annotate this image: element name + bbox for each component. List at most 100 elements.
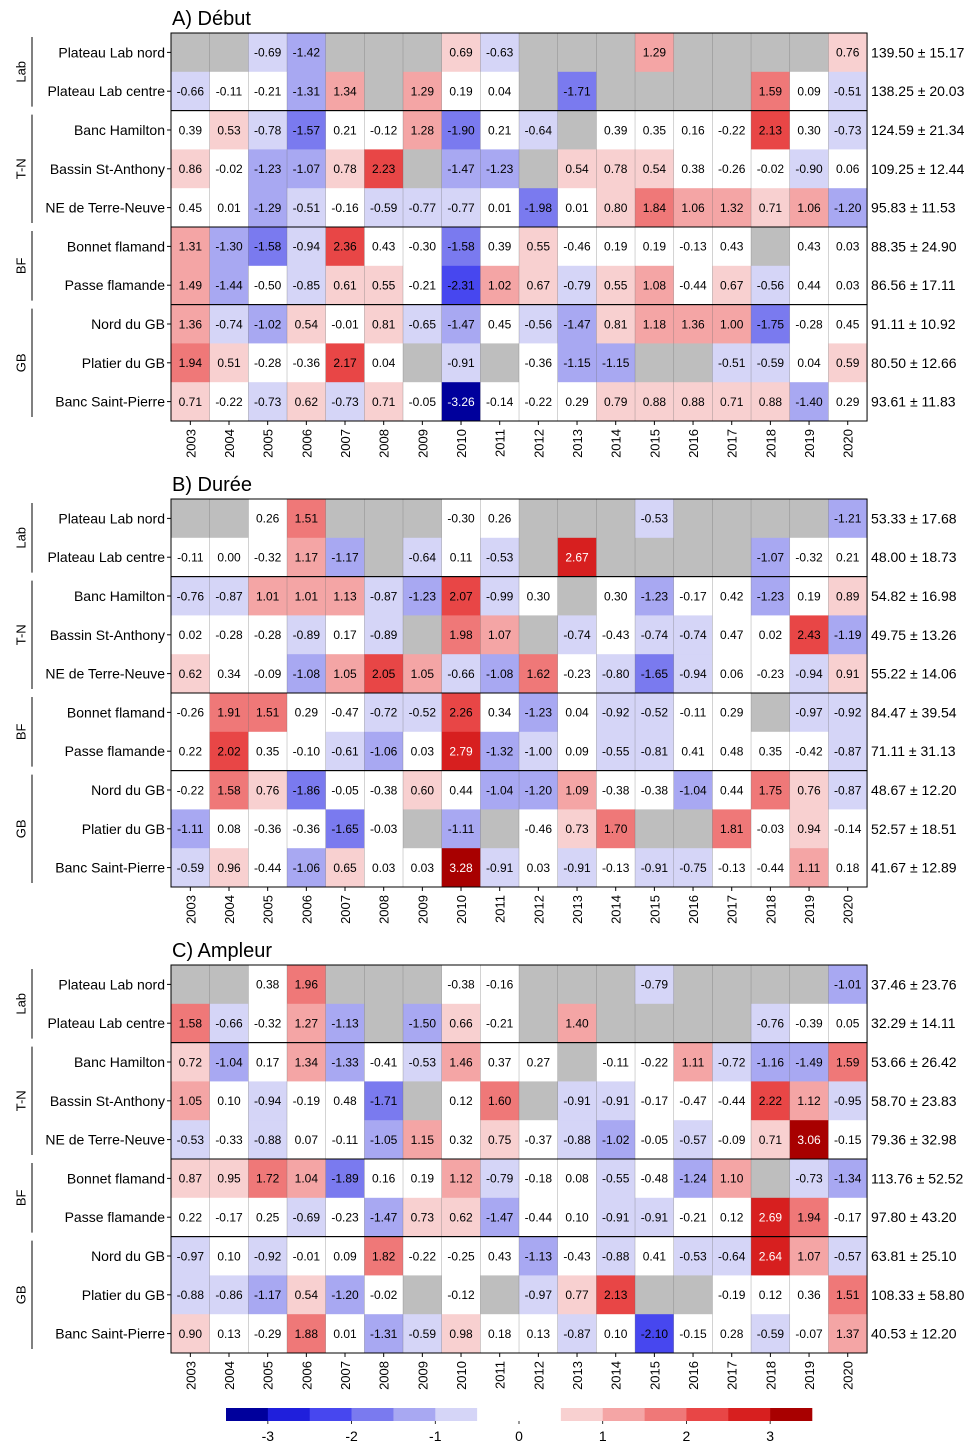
cell-value: 0.18 bbox=[836, 861, 860, 875]
heatmap-cell bbox=[209, 1275, 249, 1315]
heatmap-cell bbox=[171, 343, 210, 383]
heatmap-cell bbox=[635, 576, 675, 616]
heatmap-cell bbox=[325, 499, 365, 539]
heatmap-cell bbox=[364, 499, 404, 539]
cell-value: -1.98 bbox=[525, 201, 553, 215]
heatmap-cell bbox=[325, 188, 365, 228]
heatmap-cell bbox=[325, 576, 365, 616]
cell-value: 0.55 bbox=[372, 279, 396, 293]
heatmap-cell bbox=[673, 188, 713, 228]
year-label: 2012 bbox=[531, 429, 546, 458]
heatmap-cell bbox=[403, 343, 442, 383]
heatmap-cell bbox=[209, 809, 249, 849]
heatmap-cell bbox=[287, 227, 326, 267]
heatmap-cell bbox=[596, 304, 636, 344]
cell-value: 1.01 bbox=[295, 589, 319, 603]
heatmap-cell bbox=[751, 343, 791, 383]
heatmap-cell bbox=[519, 809, 558, 849]
cell-value: -0.11 bbox=[177, 551, 204, 565]
heatmap-cell bbox=[673, 809, 713, 849]
heatmap-cell bbox=[364, 693, 404, 733]
heatmap-cell bbox=[751, 654, 791, 694]
heatmap-cell bbox=[828, 1120, 868, 1160]
cell-value: 0.01 bbox=[488, 201, 512, 215]
cell-value: -0.22 bbox=[409, 1249, 437, 1263]
heatmap-cell bbox=[596, 1003, 636, 1043]
cell-value: -0.73 bbox=[795, 1172, 823, 1186]
legend-swatch bbox=[435, 1408, 478, 1421]
heatmap-cell bbox=[712, 1236, 752, 1276]
heatmap-cell bbox=[441, 1236, 481, 1276]
cell-value: 2.67 bbox=[565, 551, 589, 565]
heatmap-cell bbox=[673, 848, 713, 888]
cell-value: -0.59 bbox=[757, 356, 785, 370]
heatmap-cell bbox=[519, 1042, 558, 1082]
heatmap-cell bbox=[789, 227, 829, 267]
heatmap-cell bbox=[480, 382, 520, 422]
row-label: Nord du GB bbox=[91, 1248, 165, 1264]
heatmap-cell bbox=[789, 1120, 829, 1160]
cell-value: -1.17 bbox=[331, 551, 359, 565]
legend-swatch bbox=[560, 1408, 604, 1421]
row-label: NE de Terre-Neuve bbox=[45, 1132, 165, 1148]
heatmap-cell bbox=[519, 965, 558, 1005]
cell-value: -0.14 bbox=[834, 822, 862, 836]
cell-value: -0.25 bbox=[447, 1249, 475, 1263]
year-label: 2012 bbox=[531, 895, 546, 924]
heatmap-cell bbox=[519, 1120, 558, 1160]
row-label: Banc Saint-Pierre bbox=[55, 394, 165, 410]
cell-value: 0.43 bbox=[797, 240, 821, 254]
cell-value: -0.52 bbox=[409, 706, 437, 720]
heatmap-cell bbox=[557, 149, 597, 189]
cell-value: 1.59 bbox=[759, 85, 783, 99]
heatmap-cell bbox=[209, 1042, 249, 1082]
cell-value: 1.11 bbox=[798, 861, 821, 875]
heatmap-cell bbox=[325, 382, 365, 422]
heatmap-cell bbox=[287, 1081, 326, 1121]
heatmap-cell bbox=[751, 576, 791, 616]
heatmap-cell bbox=[712, 382, 752, 422]
heatmap-cell bbox=[480, 654, 520, 694]
cell-value: 1.94 bbox=[797, 1211, 821, 1225]
heatmap-cell bbox=[325, 265, 365, 305]
heatmap-cell bbox=[287, 1314, 326, 1354]
heatmap-cell bbox=[519, 848, 558, 888]
heatmap-cell bbox=[209, 1159, 249, 1199]
year-label: 2004 bbox=[222, 1361, 237, 1390]
heatmap-cell bbox=[248, 1236, 288, 1276]
cell-value: -0.36 bbox=[293, 822, 321, 836]
heatmap-cell bbox=[364, 848, 404, 888]
cell-value: 1.17 bbox=[295, 551, 319, 565]
cell-value: 0.44 bbox=[797, 279, 821, 293]
heatmap-cell bbox=[209, 499, 249, 539]
cell-value: -0.77 bbox=[409, 201, 437, 215]
cell-value: 0.65 bbox=[333, 861, 357, 875]
cell-value: -0.13 bbox=[602, 861, 630, 875]
heatmap-cell bbox=[403, 382, 442, 422]
heatmap-cell bbox=[789, 188, 829, 228]
heatmap-cell bbox=[364, 809, 404, 849]
heatmap-cell bbox=[789, 304, 829, 344]
heatmap-cell bbox=[364, 615, 404, 655]
cell-value: 0.26 bbox=[488, 512, 512, 526]
cell-value: -1.04 bbox=[215, 1055, 243, 1069]
cell-value: 0.73 bbox=[411, 1211, 435, 1225]
heatmap-cell bbox=[287, 33, 326, 73]
cell-value: -0.46 bbox=[563, 240, 591, 254]
heatmap-cell bbox=[287, 576, 326, 616]
cell-value: -0.64 bbox=[525, 123, 553, 137]
cell-value: -1.40 bbox=[795, 395, 823, 409]
cell-value: 2.43 bbox=[797, 628, 821, 642]
cell-value: -0.53 bbox=[177, 1133, 205, 1147]
row-summary: 37.46 ± 23.76 bbox=[871, 976, 957, 992]
cell-value: 0.78 bbox=[604, 162, 628, 176]
heatmap-cell bbox=[596, 693, 636, 733]
cell-value: -0.87 bbox=[563, 1327, 591, 1341]
cell-value: 1.12 bbox=[449, 1172, 473, 1186]
group-label: BF bbox=[13, 257, 28, 274]
row-summary: 93.61 ± 11.83 bbox=[871, 394, 956, 410]
heatmap-cell bbox=[673, 265, 713, 305]
heatmap-cell bbox=[789, 615, 829, 655]
cell-value: -0.66 bbox=[447, 667, 475, 681]
